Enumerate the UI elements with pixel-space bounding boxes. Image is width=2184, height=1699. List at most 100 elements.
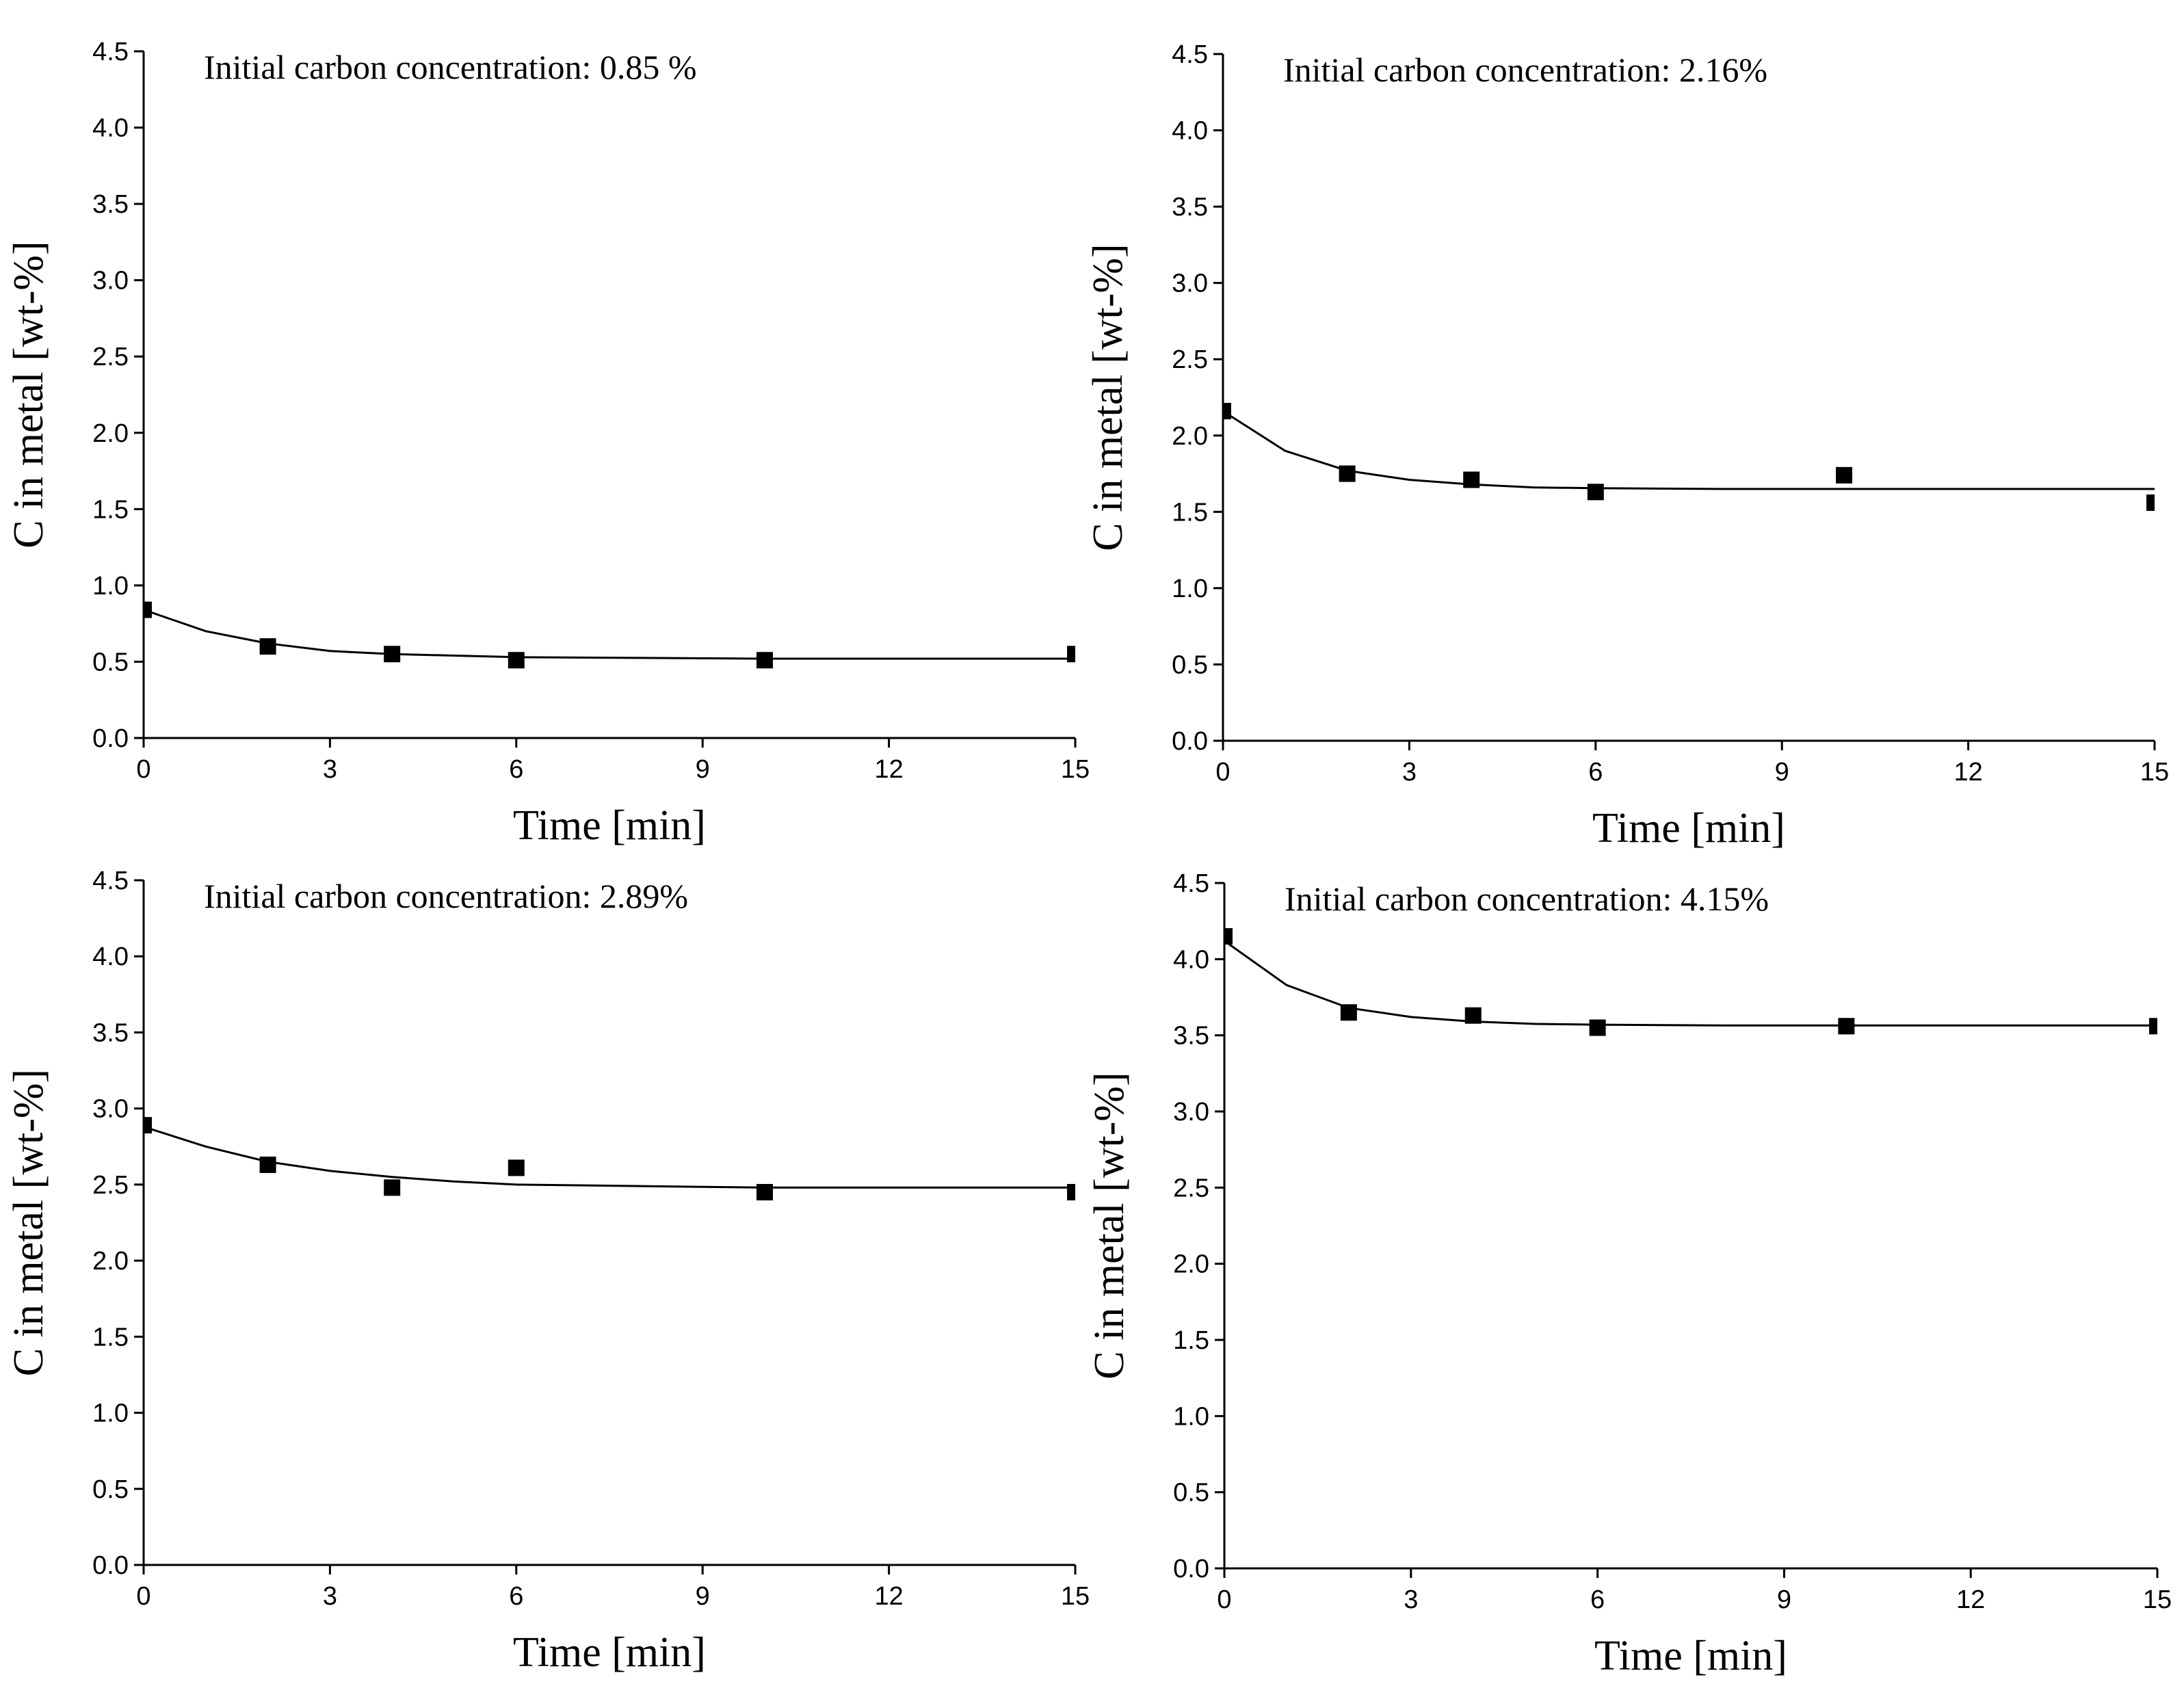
y-tick-label: 4.0 [92,943,129,971]
fit-line [1224,940,2157,1027]
x-tick-label: 9 [696,1582,710,1611]
y-tick-label: 0.5 [92,648,129,676]
x-axis-title: Time [min] [1594,1633,1787,1679]
marker [508,652,525,669]
marker [1836,466,1852,484]
x-tick-label: 0 [136,1582,150,1611]
y-tick-label: 2.0 [92,419,129,448]
y-tick-label: 3.0 [1172,269,1208,298]
plot-area [1224,927,2157,1036]
panel: 0.0 0.5 1.0 1.5 2.0 2.5 3.0 3.5 4.0 4.5 0 3 6 9 12 15 Ti… [5,867,1090,1676]
marker [756,1184,773,1201]
y-tick-label: 1.0 [1172,575,1208,603]
marker [508,1159,525,1176]
x-tick-label: 3 [1404,1585,1418,1614]
x-tick-label: 12 [1953,758,1982,787]
marker [259,1156,276,1173]
y-tick-label: 1.0 [92,572,129,601]
y-tick-label: 0.0 [92,724,129,753]
x-tick-label: 9 [1775,758,1789,787]
y-tick-label: 1.0 [92,1399,129,1428]
fit-line [144,609,1075,660]
y-tick-label: 2.0 [1173,1250,1209,1279]
marker [1587,484,1604,501]
y-tick-label: 0.0 [92,1551,129,1580]
x-tick-label: 9 [1777,1585,1791,1614]
y-axis-title: C in metal [wt-%] [5,1069,52,1376]
x-tick-label: 12 [1956,1585,1985,1614]
x-tick-label: 6 [1590,1585,1605,1614]
marker [259,638,276,655]
x-tick-label: 15 [2140,758,2169,787]
y-tick-label: 1.0 [1173,1402,1209,1431]
annotation: Initial carbon concentration: 2.89% [204,877,688,915]
y-axis-title: C in metal [wt-%] [1086,1072,1133,1379]
x-tick-label: 3 [323,1582,337,1611]
y-tick-label: 1.5 [92,495,129,524]
y-tick-label: 2.5 [1172,345,1208,374]
plot-area [1223,403,2155,511]
x-tick-label: 3 [323,755,337,784]
y-tick-label: 4.5 [92,38,129,66]
marker [1067,1184,1075,1201]
x-axis-title: Time [min] [513,1629,706,1676]
x-tick-label: 6 [509,755,523,784]
y-tick-label: 4.0 [92,114,129,143]
y-tick-label: 0.5 [1172,650,1208,679]
marker [756,652,773,669]
annotation: Initial carbon concentration: 2.16% [1283,51,1767,89]
y-tick-label: 2.0 [92,1247,129,1276]
panel: 0.0 0.5 1.0 1.5 2.0 2.5 3.0 3.5 4.0 4.5 0 3 6 9 12 15 Ti… [5,38,1090,849]
fit-line [144,1125,1075,1189]
y-tick-label: 1.5 [92,1323,129,1352]
x-tick-label: 15 [1061,755,1090,784]
x-axis-title: Time [min] [513,802,706,849]
plot-area [144,601,1075,669]
panel: 0.0 0.5 1.0 1.5 2.0 2.5 3.0 3.5 4.0 4.5 0 3 6 9 12 15 Ti… [1085,40,2169,852]
y-tick-label: 3.5 [92,190,129,219]
x-tick-label: 12 [874,755,903,784]
y-axis-title: C in metal [wt-%] [1085,243,1131,551]
y-tick-label: 0.0 [1172,727,1208,756]
panel: 0.0 0.5 1.0 1.5 2.0 2.5 3.0 3.5 4.0 4.5 0 3 6 9 12 15 Ti… [1086,869,2172,1679]
y-tick-label: 3.5 [1173,1022,1209,1051]
x-tick-label: 15 [1061,1582,1090,1611]
marker [1223,403,1231,420]
marker [1067,646,1075,663]
y-tick-label: 2.5 [92,1171,129,1200]
x-tick-label: 15 [2143,1585,2172,1614]
y-tick-label: 0.5 [1173,1479,1209,1507]
x-axis-title: Time [min] [1592,805,1785,852]
marker [144,1117,152,1134]
y-tick-label: 3.5 [1172,193,1208,222]
y-tick-label: 0.0 [1173,1555,1209,1583]
y-tick-label: 2.5 [92,343,129,371]
annotation: Initial carbon concentration: 4.15% [1285,880,1769,918]
plot-area [144,1117,1075,1201]
x-tick-label: 0 [136,755,150,784]
x-tick-label: 9 [696,755,710,784]
marker [384,1179,401,1196]
fit-line [1223,410,2155,490]
y-tick-label: 3.0 [1173,1098,1209,1127]
y-tick-label: 4.5 [1172,40,1208,69]
y-tick-label: 3.0 [92,267,129,295]
y-tick-label: 0.5 [92,1475,129,1504]
y-tick-label: 1.5 [1172,498,1208,527]
y-tick-label: 4.0 [1172,117,1208,146]
marker [144,601,152,618]
x-tick-label: 0 [1215,758,1230,787]
y-tick-label: 3.5 [92,1018,129,1047]
x-tick-label: 12 [874,1582,903,1611]
x-tick-label: 6 [1588,758,1603,787]
y-tick-label: 1.5 [1173,1326,1209,1355]
y-tick-label: 2.0 [1172,422,1208,451]
x-tick-label: 0 [1217,1585,1231,1614]
y-tick-label: 3.0 [92,1095,129,1124]
marker [1589,1019,1606,1036]
y-axis-title: C in metal [wt-%] [5,241,52,548]
annotation: Initial carbon concentration: 0.85 % [204,48,697,86]
y-tick-label: 4.5 [92,867,129,895]
